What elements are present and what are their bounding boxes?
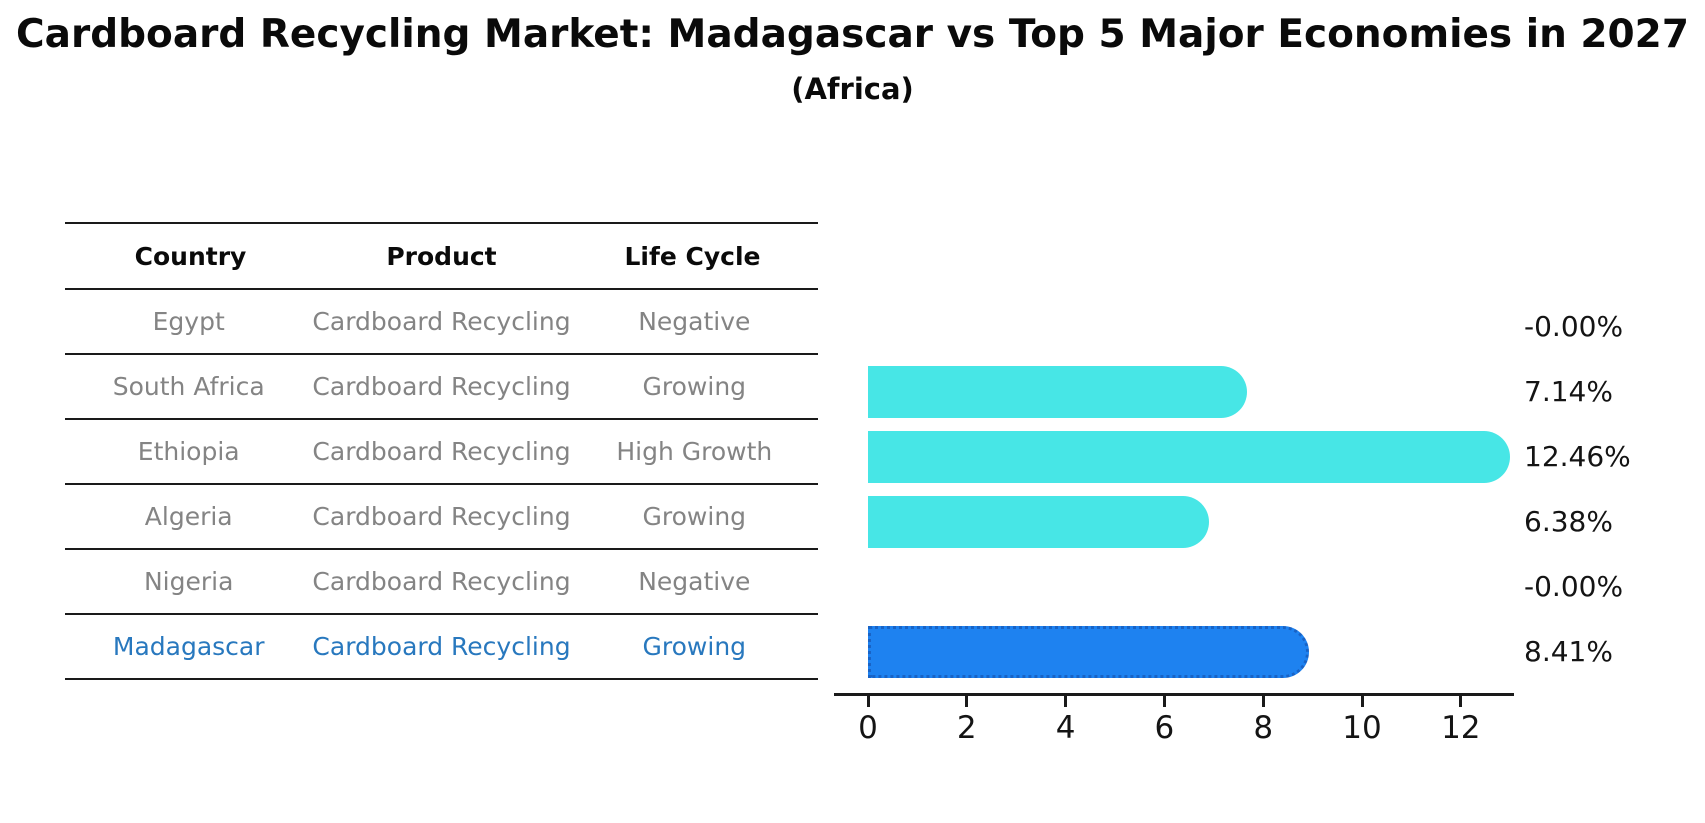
cell-country: Ethiopia bbox=[137, 437, 240, 466]
table-row-nigeria: Nigeria Cardboard Recycling Negative bbox=[65, 550, 818, 615]
table-header-row: Country Product Life Cycle bbox=[65, 224, 818, 290]
column-header-country: Country bbox=[134, 241, 247, 271]
bar-south-africa bbox=[868, 366, 1247, 418]
bar-algeria bbox=[868, 496, 1210, 548]
value-label-ethiopia: 12.46% bbox=[1524, 440, 1631, 473]
x-axis-line bbox=[834, 693, 1514, 696]
x-tick-label-4: 4 bbox=[1055, 710, 1076, 746]
x-tick-mark-2 bbox=[965, 696, 969, 707]
chart-subtitle: (Africa) bbox=[791, 72, 914, 106]
cell-life-cycle: Growing bbox=[642, 632, 747, 661]
table-row-egypt: Egypt Cardboard Recycling Negative bbox=[65, 290, 818, 355]
table-row-south-africa: South Africa Cardboard Recycling Growing bbox=[65, 355, 818, 420]
cell-product: Cardboard Recycling bbox=[312, 307, 571, 336]
cell-life-cycle: High Growth bbox=[616, 437, 773, 466]
bar-madagascar bbox=[868, 626, 1310, 678]
table-row-madagascar: Madagascar Cardboard Recycling Growing bbox=[65, 615, 818, 680]
cell-life-cycle: Negative bbox=[638, 567, 751, 596]
x-tick-mark-6 bbox=[1162, 696, 1166, 707]
cell-product: Cardboard Recycling bbox=[312, 502, 571, 531]
value-label-madagascar: 8.41% bbox=[1524, 635, 1613, 668]
x-tick-mark-8 bbox=[1261, 696, 1265, 707]
cell-country: South Africa bbox=[112, 372, 265, 401]
cell-life-cycle: Negative bbox=[638, 307, 751, 336]
table-row-ethiopia: Ethiopia Cardboard Recycling High Growth bbox=[65, 420, 818, 485]
x-tick-label-2: 2 bbox=[956, 710, 977, 746]
table-row-algeria: Algeria Cardboard Recycling Growing bbox=[65, 485, 818, 550]
x-tick-mark-10 bbox=[1360, 696, 1364, 707]
cell-country: Nigeria bbox=[143, 567, 234, 596]
x-tick-label-12: 12 bbox=[1441, 710, 1481, 746]
cell-product: Cardboard Recycling bbox=[312, 567, 571, 596]
cell-product: Cardboard Recycling bbox=[312, 632, 571, 661]
cell-country: Madagascar bbox=[112, 632, 265, 661]
x-tick-mark-12 bbox=[1459, 696, 1463, 707]
value-label-nigeria: -0.00% bbox=[1524, 570, 1624, 603]
x-tick-label-10: 10 bbox=[1342, 710, 1382, 746]
column-header-life-cycle: Life Cycle bbox=[624, 241, 761, 271]
cell-country: Algeria bbox=[144, 502, 233, 531]
x-tick-mark-4 bbox=[1064, 696, 1068, 707]
cell-product: Cardboard Recycling bbox=[312, 437, 571, 466]
cell-life-cycle: Growing bbox=[642, 372, 747, 401]
x-tick-label-0: 0 bbox=[858, 710, 878, 746]
cell-country: Egypt bbox=[152, 307, 225, 336]
value-label-egypt: -0.00% bbox=[1524, 310, 1624, 343]
x-tick-label-8: 8 bbox=[1253, 710, 1274, 746]
cell-life-cycle: Growing bbox=[642, 502, 747, 531]
chart-title: Cardboard Recycling Market: Madagascar v… bbox=[16, 12, 1689, 57]
cell-product: Cardboard Recycling bbox=[312, 372, 571, 401]
column-header-product: Product bbox=[386, 241, 497, 271]
country-table: Country Product Life Cycle Egypt Cardboa… bbox=[65, 222, 818, 680]
bar-ethiopia bbox=[868, 431, 1510, 483]
value-label-algeria: 6.38% bbox=[1524, 505, 1613, 538]
x-tick-label-6: 6 bbox=[1154, 710, 1175, 746]
x-tick-mark-0 bbox=[866, 696, 870, 707]
value-label-south-africa: 7.14% bbox=[1524, 375, 1613, 408]
